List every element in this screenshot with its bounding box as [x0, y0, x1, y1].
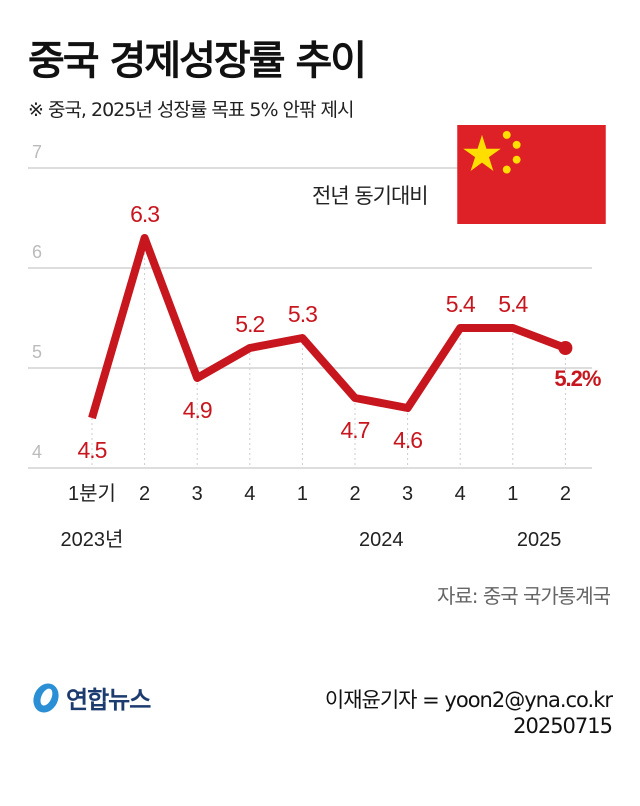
- data-label: 5.3: [288, 301, 317, 327]
- logo-text: 연합뉴스: [66, 686, 151, 714]
- x-tick-label: 3: [402, 483, 413, 505]
- source-note: 자료: 중국 국가통계국: [436, 584, 611, 608]
- x-tick-label: 2: [139, 483, 150, 505]
- x-tick-label: 4: [455, 483, 466, 505]
- data-label: 6.3: [130, 201, 159, 227]
- unit-label: 전년 동기대비: [312, 184, 429, 208]
- y-tick-label: 4: [32, 442, 42, 462]
- y-tick-label: 6: [32, 242, 42, 262]
- yonhap-logo-icon: [33, 682, 59, 713]
- data-label: 4.5: [78, 437, 107, 463]
- data-label: 4.7: [341, 417, 370, 443]
- data-label: 5.4: [498, 291, 528, 317]
- reporter: 이재윤기자 = yoon2@yna.co.kr: [324, 688, 613, 712]
- chart-title: 중국 경제성장률 추이: [28, 38, 367, 84]
- x-tick-label: 1: [507, 483, 518, 505]
- data-label: 5.4: [446, 291, 476, 317]
- yonhap-logo: 연합뉴스: [30, 680, 151, 715]
- line-chart: 4 5 6 7 1분기 2 3 4 1 2 3 4 1 2 2023년 2024 2025 4.5 6.3 4.9 5.…: [28, 142, 602, 551]
- data-label: 4.6: [393, 427, 422, 453]
- y-tick-label: 7: [32, 142, 42, 162]
- x-tick-label: 1: [297, 483, 308, 505]
- china-flag-icon: [457, 125, 606, 224]
- x-tick-label: 2: [349, 483, 360, 505]
- y-tick-label: 5: [32, 342, 42, 362]
- data-label: 5.2%: [554, 366, 601, 391]
- x-tick-label: 1분기: [68, 482, 116, 505]
- x-tick-label: 4: [244, 483, 255, 505]
- year-label: 2023년: [61, 528, 124, 551]
- x-tick-label: 3: [192, 483, 203, 505]
- year-label: 2025: [517, 529, 562, 551]
- date: 20250715: [513, 714, 613, 738]
- end-point-marker: [558, 341, 573, 355]
- series-line: [88, 234, 567, 420]
- data-label: 5.2: [235, 311, 264, 337]
- year-label: 2024: [359, 529, 404, 551]
- credit: 이재윤기자 = yoon2@yna.co.kr 20250715: [324, 687, 613, 739]
- chart-subtitle: ※ 중국, 2025년 성장률 목표 5% 안팎 제시: [28, 99, 354, 121]
- data-label: 4.9: [183, 397, 212, 423]
- x-tick-label: 2: [560, 483, 571, 505]
